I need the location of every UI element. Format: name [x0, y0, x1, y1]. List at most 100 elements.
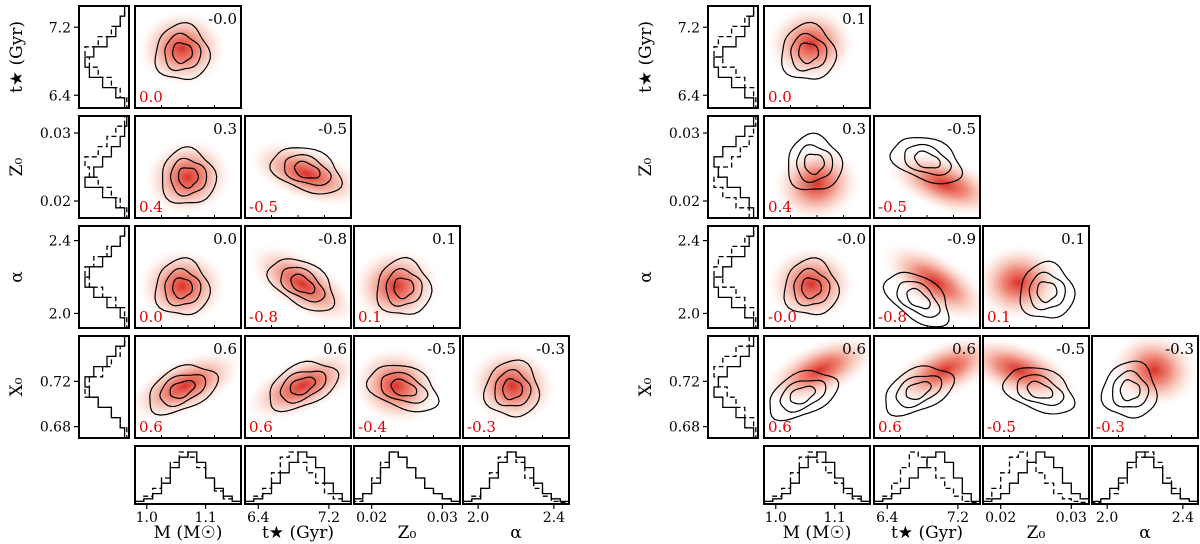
y-tick-label: 0.68 — [669, 420, 700, 436]
density-cloud — [468, 347, 556, 425]
x-tick-label: 0.02 — [356, 510, 387, 526]
y-tick-label: 0.02 — [40, 194, 71, 210]
corr-density-label: 0.4 — [139, 198, 163, 216]
x-tick-label: 7.2 — [947, 510, 969, 526]
hist-dashed — [982, 451, 1090, 504]
panel-contour-3 — [913, 150, 941, 169]
density-cloud — [764, 336, 870, 406]
x-axis-label: t★ (Gyr) — [891, 523, 963, 543]
panel-Z0-X0: -0.5 -0.4 — [353, 335, 461, 439]
hist-solid — [134, 451, 242, 504]
corr-contour-label: -0.5 — [318, 120, 347, 138]
hist-frame — [353, 445, 461, 505]
corr-density-label: 0.1 — [987, 308, 1011, 326]
corr-density-label: 0.1 — [358, 308, 382, 326]
hist-solid — [84, 115, 129, 219]
corr-contour-label: 0.3 — [842, 120, 866, 138]
y-tick-label: 2.4 — [678, 234, 700, 250]
density-mark — [881, 242, 980, 323]
density-cloud — [354, 347, 440, 425]
x-marginal-M: 1.0 1.1M (M☉) — [763, 445, 871, 543]
hist-dashed — [713, 115, 758, 219]
corr-contour-label: 0.6 — [213, 340, 237, 358]
hist-frame — [78, 5, 130, 109]
panel-contour-3 — [390, 378, 418, 397]
panel-contour-3 — [177, 167, 199, 189]
y-axis-label: t★ (Gyr) — [636, 21, 656, 93]
panel-contour-3 — [906, 287, 931, 310]
density-mark — [245, 350, 351, 422]
hist-dashed — [84, 115, 129, 219]
panel-contour-2 — [1112, 369, 1150, 408]
corr-density-label: 0.6 — [249, 418, 273, 436]
hist-frame — [707, 115, 759, 219]
y-tick-label: 0.72 — [40, 374, 71, 390]
panel-contour-2 — [284, 154, 332, 187]
hist-dashed — [134, 451, 242, 504]
hist-frame — [1091, 445, 1199, 505]
corr-contour-label: 0.6 — [952, 340, 976, 358]
density-mark — [138, 10, 227, 87]
panel-contour-1 — [154, 257, 211, 316]
panel-contour-1 — [889, 136, 964, 185]
x-marginal-Z0: 0.02 0.03 Z₀ — [353, 445, 461, 543]
x-tick-label: 0.03 — [1056, 510, 1087, 526]
density-mark — [773, 145, 861, 218]
hist-dashed — [713, 5, 758, 109]
hist-dashed — [713, 225, 758, 329]
corr-density-label: 0.0 — [139, 308, 163, 326]
density-mark — [767, 246, 856, 323]
x-marginal-Z0: 0.02 0.03 Z₀ — [982, 445, 1090, 543]
density-cloud — [1110, 336, 1198, 409]
corr-density-label: -0.0 — [768, 308, 797, 326]
x-axis-label: t★ (Gyr) — [262, 523, 334, 543]
panel-M-X0: 0.6 0.6 — [134, 335, 242, 439]
hist-solid — [982, 451, 1090, 504]
panel-contour-3 — [804, 153, 826, 176]
corr-density-label: -0.5 — [987, 418, 1016, 436]
panel-contour-1 — [269, 360, 340, 413]
x-marginal-t: 6.4 7.2t★ (Gyr) — [244, 445, 352, 543]
panel-contour-1 — [161, 146, 218, 204]
y-tick-label: 6.4 — [678, 88, 700, 104]
hist-dashed — [462, 451, 570, 504]
panel-contour-3 — [800, 277, 823, 300]
x-tick-label: 2.0 — [1096, 510, 1118, 526]
x-tick-label: 6.4 — [247, 510, 269, 526]
panel-contour-1 — [376, 256, 433, 315]
panel-contour-1 — [269, 147, 344, 195]
density-cloud — [767, 246, 856, 323]
corr-density-label: -0.8 — [878, 308, 907, 326]
panel-alpha-X0: -0.3 -0.3 — [1091, 335, 1199, 439]
corr-contour-label: -0.0 — [837, 230, 866, 248]
x-marginal-t: 6.4 7.2t★ (Gyr) — [873, 445, 981, 543]
panel-M-X0: 0.6 0.6 — [763, 335, 871, 439]
panel-t-Z0: -0.5 -0.5 — [873, 115, 981, 219]
panel-contour-3 — [393, 277, 415, 300]
panel-t-alpha: -0.9 -0.8 — [873, 225, 981, 329]
x-tick-label: 6.4 — [876, 510, 898, 526]
hist-dashed — [84, 225, 129, 329]
y-axis-label: Z₀ — [7, 158, 27, 177]
y-tick-label: 2.0 — [678, 306, 700, 322]
x-tick-label: 7.2 — [318, 510, 340, 526]
panel-contour-3 — [798, 42, 820, 65]
y-axis-label: Z₀ — [636, 158, 656, 177]
y-marginal-Z0: 0.02 0.03 Z₀ — [7, 115, 130, 219]
panel-t-alpha: -0.8 -0.8 — [244, 225, 352, 329]
panel-contour-2 — [896, 280, 941, 318]
corr-density-label: -0.3 — [1096, 418, 1125, 436]
y-tick-label: 2.0 — [49, 306, 71, 322]
x-tick-label: 1.1 — [195, 510, 217, 526]
y-marginal-X0: 0.68 0.72 X₀ — [7, 335, 130, 439]
x-axis-label: α — [1139, 523, 1151, 543]
hist-frame — [462, 445, 570, 505]
density-mark — [1110, 336, 1198, 409]
x-tick-label: 2.4 — [1172, 510, 1194, 526]
corr-density-label: 0.6 — [878, 418, 902, 436]
x-marginal-alpha: 2.0 2.4 α — [462, 445, 570, 543]
density-cloud — [887, 336, 980, 406]
panel-Z0-alpha: 0.1 0.1 — [353, 225, 461, 329]
y-tick-label: 0.68 — [40, 420, 71, 436]
